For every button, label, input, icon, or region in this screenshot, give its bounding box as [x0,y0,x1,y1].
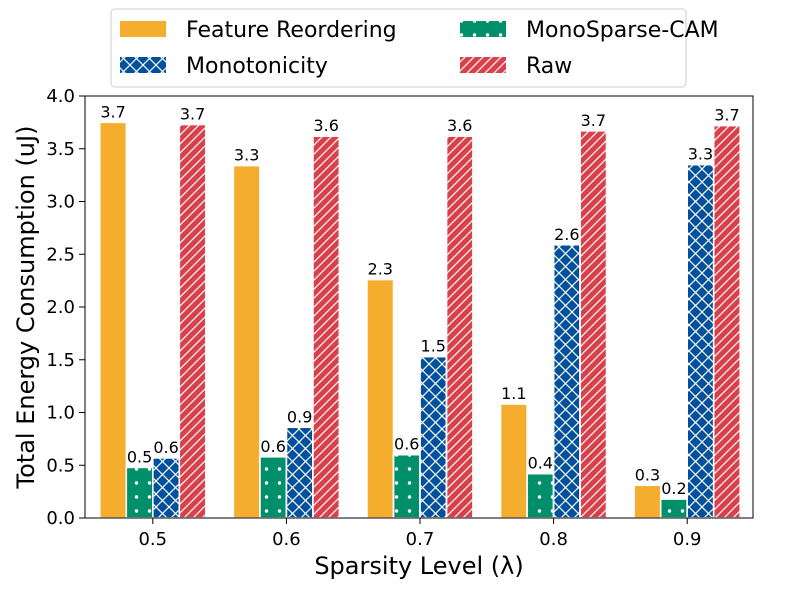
bar-feature-reordering-0.9 [633,484,662,519]
bar-hatch [552,244,581,519]
bar-monotonicity-0.6 [285,426,314,519]
bar-fill [499,403,528,519]
bar-value-label: 0.2 [661,479,686,498]
bars-group [99,121,741,519]
legend-swatch-hatch [460,21,506,37]
bar-raw-0.9 [712,124,741,519]
bar-value-label: 2.3 [368,260,393,279]
bar-fill [633,484,662,519]
legend-item-feature-reordering: Feature Reordering [120,18,397,43]
bar-hatch [259,456,288,519]
bar-monosparse-cam-0.9 [659,498,688,519]
bar-raw-0.5 [178,123,207,519]
legend-swatch-hatch [120,57,166,73]
x-tick-label: 0.8 [539,529,568,550]
legend: Feature Reordering MonoSparse-CAM Monotoni… [110,8,719,88]
bar-hatch [125,466,154,519]
x-tick-label: 0.9 [673,529,702,550]
bar-feature-reordering-0.8 [499,403,528,519]
x-tick-label: 0.7 [406,529,435,550]
y-axis-title: Total Energy Consumption (uJ) [12,126,40,490]
y-tick-label: 3.5 [46,139,75,160]
legend-frame [110,8,687,88]
legend-item-raw: Raw [460,54,572,79]
bar-monosparse-cam-0.6 [259,456,288,519]
y-tick-label: 1.0 [46,403,75,424]
legend-item-monosparse-cam: MonoSparse-CAM [460,18,719,43]
bar-hatch [285,426,314,519]
legend-label: Raw [526,54,572,79]
bar-fill [232,164,261,519]
bar-feature-reordering-0.7 [366,278,395,519]
bar-value-label: 0.4 [528,454,553,473]
y-tick-label: 3.0 [46,192,75,213]
bar-hatch [659,498,688,519]
bar-monotonicity-0.7 [419,355,448,519]
bar-hatch [686,163,715,519]
x-axis-title: Sparsity Level (λ) [314,552,523,580]
bar-raw-0.6 [312,135,341,519]
bar-labels-group: 3.70.5 0.63.73.30.60.93.62.30.61.53.61.10… [100,102,739,498]
x-tick-label: 0.5 [138,529,167,550]
bar-fill [99,121,128,519]
plot-frame [84,95,754,519]
bar-value-label: 2.6 [554,225,579,244]
bar-raw-0.7 [445,135,474,519]
y-tick-label: 2.5 [46,244,75,265]
bar-value-label: 0.6 [153,438,178,457]
bar-fill [366,278,395,519]
bar-value-label: 3.3 [688,145,713,164]
bar-value-label: 3.7 [180,104,205,123]
legend-label: Monotonicity [186,54,328,79]
bar-value-label: 3.3 [234,146,259,165]
bar-value-label: 1.5 [421,337,446,356]
legend-swatch [120,21,166,37]
y-tick-label: 4.0 [46,86,75,107]
bar-hatch [392,453,421,519]
bar-monotonicity-0.9 [686,163,715,519]
bar-hatch [445,135,474,519]
bar-hatch [178,123,207,519]
bar-raw-0.8 [579,130,608,519]
y-ticks: 0.0 0.5 1.0 1.5 2.0 2.5 3.0 3.5 4.0 [46,86,85,529]
y-tick-label: 0.5 [46,455,75,476]
bar-value-label: 0.3 [635,465,660,484]
bar-feature-reordering-0.5 [99,121,128,519]
legend-item-monotonicity: Monotonicity [120,54,328,79]
bar-value-label: 0.5 [127,447,152,466]
bar-hatch [419,355,448,519]
bar-monotonicity-0.8 [552,244,581,519]
bar-monosparse-cam-0.8 [526,472,555,519]
bar-hatch [312,135,341,519]
legend-label: MonoSparse-CAM [526,18,719,43]
legend-swatch-hatch [460,57,506,73]
y-tick-label: 1.5 [46,350,75,371]
bar-hatch [526,472,555,519]
bar-value-label: 3.6 [313,116,338,135]
bar-feature-reordering-0.6 [232,164,261,519]
bar-value-label: 3.7 [581,111,606,130]
bar-monosparse-cam-0.5 [125,466,154,519]
bar-value-label: 0.6 [394,435,419,454]
y-tick-label: 2.0 [46,297,75,318]
bar-value-label: 1.1 [501,384,526,403]
legend-label: Feature Reordering [186,18,397,43]
bar-value-label: 0.9 [287,407,312,426]
x-ticks: 0.5 0.6 0.7 0.8 0.9 [138,518,702,550]
bar-hatch [152,457,181,519]
y-tick-label: 0.0 [46,508,75,529]
bar-hatch [579,130,608,519]
x-tick-label: 0.6 [272,529,301,550]
bar-value-label: 0.6 [260,437,285,456]
bar-value-label: 3.7 [100,102,125,121]
bar-value-label: 3.6 [447,116,472,135]
bar-value-label: 3.7 [714,106,739,125]
bar-monosparse-cam-0.7 [392,453,421,519]
bar-hatch [712,124,741,519]
bar-monotonicity-0.5 [152,457,181,519]
